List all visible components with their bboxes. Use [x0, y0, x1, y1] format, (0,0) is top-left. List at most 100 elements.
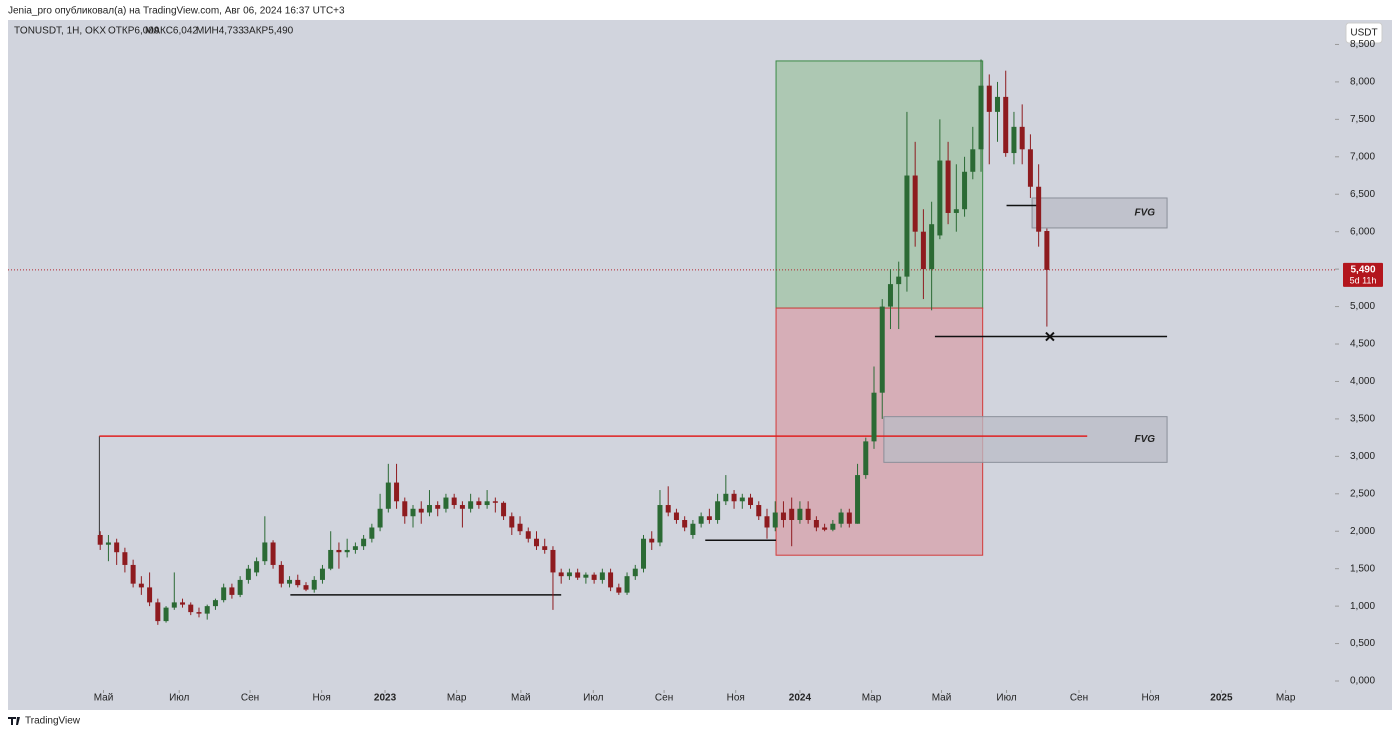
x-tick-label: Мар	[1276, 693, 1296, 704]
candle-body	[435, 505, 441, 509]
candle-body	[789, 508, 795, 521]
x-tick-label: 2023	[374, 693, 397, 704]
x-tick-label: Июл	[169, 693, 189, 704]
candle-body	[287, 579, 293, 584]
x-tick-label: Июл	[583, 693, 603, 704]
candle-body	[188, 604, 194, 613]
candle-body	[385, 482, 391, 509]
candle-body	[608, 572, 614, 588]
candle-body	[879, 306, 885, 393]
candle-body	[270, 542, 276, 565]
plot-background	[8, 20, 1392, 710]
candle-body	[221, 587, 227, 601]
candle-body	[229, 587, 235, 595]
fvg-zone	[883, 416, 1168, 463]
candle-body	[484, 501, 490, 506]
candle-body	[616, 587, 622, 593]
candle-body	[813, 520, 819, 528]
x-tick-label: Ноя	[1142, 693, 1160, 704]
y-tick-label: 3,000	[1350, 451, 1375, 462]
symbol: TONUSDT, 1Н, OKX	[14, 26, 106, 37]
candle-body	[361, 538, 367, 547]
countdown: 5d 11h	[1350, 275, 1377, 285]
candle-body	[1011, 126, 1017, 154]
candle-body	[920, 231, 926, 270]
candle-body	[558, 572, 564, 577]
candle-body	[970, 149, 976, 172]
y-tick-label: 8,500	[1350, 39, 1375, 50]
profit-zone	[775, 60, 984, 309]
y-tick-label: 7,500	[1350, 114, 1375, 125]
candle-body	[624, 576, 630, 593]
price-tag-label: 5,490	[1350, 265, 1375, 276]
currency[interactable]: USDT	[1350, 28, 1377, 39]
candle-body	[1019, 126, 1025, 150]
candle-body	[756, 505, 762, 517]
x-tick-label: Май	[511, 693, 531, 704]
x-tick-label: 2024	[789, 693, 812, 704]
candle-body	[583, 574, 589, 578]
y-tick-label: 2,000	[1350, 526, 1375, 537]
y-tick-label: 0,500	[1350, 638, 1375, 649]
candle-body	[1027, 149, 1033, 187]
candle-body	[706, 516, 712, 521]
candle-body	[394, 482, 400, 502]
x-tick-label: Сен	[241, 693, 259, 704]
candle-body	[122, 552, 128, 565]
candle-body	[311, 579, 317, 590]
candle-body	[896, 276, 902, 285]
candle-body	[525, 531, 531, 539]
candle-body	[904, 175, 910, 277]
y-tick-label: 1,500	[1350, 563, 1375, 574]
candle-body	[723, 493, 729, 502]
candle-body	[838, 512, 844, 524]
candle-body	[468, 501, 474, 509]
candle-body	[846, 512, 852, 524]
x-tick-label: Мар	[447, 693, 467, 704]
y-tick-label: 8,000	[1350, 77, 1375, 88]
cross-marker	[1045, 331, 1055, 342]
candle-body	[780, 512, 786, 521]
fvg-zone	[1031, 197, 1168, 229]
candle-body	[196, 612, 202, 614]
candle-body	[665, 505, 671, 513]
y-tick-label: 6,000	[1350, 226, 1375, 237]
x-tick-label: Сен	[1070, 693, 1088, 704]
price-tag	[1343, 262, 1383, 287]
x-tick-label: 2025	[1210, 693, 1233, 704]
y-tick-label: 3,500	[1350, 414, 1375, 425]
y-tick-label: 4,000	[1350, 376, 1375, 387]
x-tick-label: Ноя	[727, 693, 745, 704]
candle-body	[962, 171, 968, 210]
candle-body	[369, 527, 375, 539]
y-tick-label: 7,000	[1350, 151, 1375, 162]
y-tick-label: 6,500	[1350, 189, 1375, 200]
candle-body	[262, 542, 268, 562]
candle-body	[805, 508, 811, 521]
candle-body	[402, 501, 408, 517]
candle-body	[591, 574, 597, 580]
candle-body	[352, 546, 358, 550]
candle-body	[649, 538, 655, 543]
candle-body	[575, 572, 581, 578]
candle-body	[830, 523, 836, 530]
candle-body	[855, 475, 861, 524]
candle-body	[319, 568, 325, 580]
candle-body	[443, 497, 449, 509]
candle-body	[476, 501, 482, 506]
candle-body	[451, 497, 457, 506]
candle-body	[632, 568, 638, 577]
x-tick-label: Май	[932, 693, 952, 704]
candle-body	[715, 501, 721, 521]
candle-body	[772, 512, 778, 528]
candle-body	[929, 224, 935, 270]
candle-body	[237, 579, 243, 595]
candle-body	[377, 508, 383, 528]
candle-body	[912, 175, 918, 232]
brand-logo	[8, 717, 20, 725]
currency-button[interactable]	[1345, 22, 1383, 44]
candle-body	[509, 516, 515, 528]
candle-body	[698, 516, 704, 524]
candle-body	[418, 508, 424, 513]
